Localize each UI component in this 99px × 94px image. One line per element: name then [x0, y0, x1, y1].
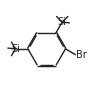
Text: Br: Br — [76, 50, 86, 60]
Text: Si: Si — [58, 17, 67, 27]
Text: Si: Si — [11, 44, 20, 54]
